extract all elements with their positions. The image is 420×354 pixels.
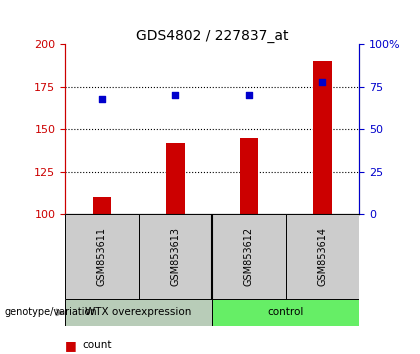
Text: GSM853614: GSM853614 <box>318 227 327 286</box>
Point <box>172 92 179 98</box>
Title: GDS4802 / 227837_at: GDS4802 / 227837_at <box>136 29 289 43</box>
Point <box>98 96 105 102</box>
Text: GSM853611: GSM853611 <box>97 227 107 286</box>
Point <box>245 92 252 98</box>
Bar <box>240 138 258 214</box>
Point <box>319 79 326 85</box>
Text: GSM853612: GSM853612 <box>244 227 254 286</box>
Bar <box>93 197 111 214</box>
Text: control: control <box>268 307 304 318</box>
Bar <box>212 214 286 299</box>
Bar <box>286 214 359 299</box>
Bar <box>139 214 212 299</box>
Text: genotype/variation: genotype/variation <box>4 307 97 318</box>
Text: GSM853613: GSM853613 <box>171 227 180 286</box>
Bar <box>65 214 139 299</box>
Bar <box>313 61 331 214</box>
Text: WTX overexpression: WTX overexpression <box>85 307 192 318</box>
Bar <box>166 143 184 214</box>
Text: count: count <box>82 340 111 350</box>
Text: ■: ■ <box>65 339 77 352</box>
Bar <box>212 299 359 326</box>
Bar <box>65 299 212 326</box>
